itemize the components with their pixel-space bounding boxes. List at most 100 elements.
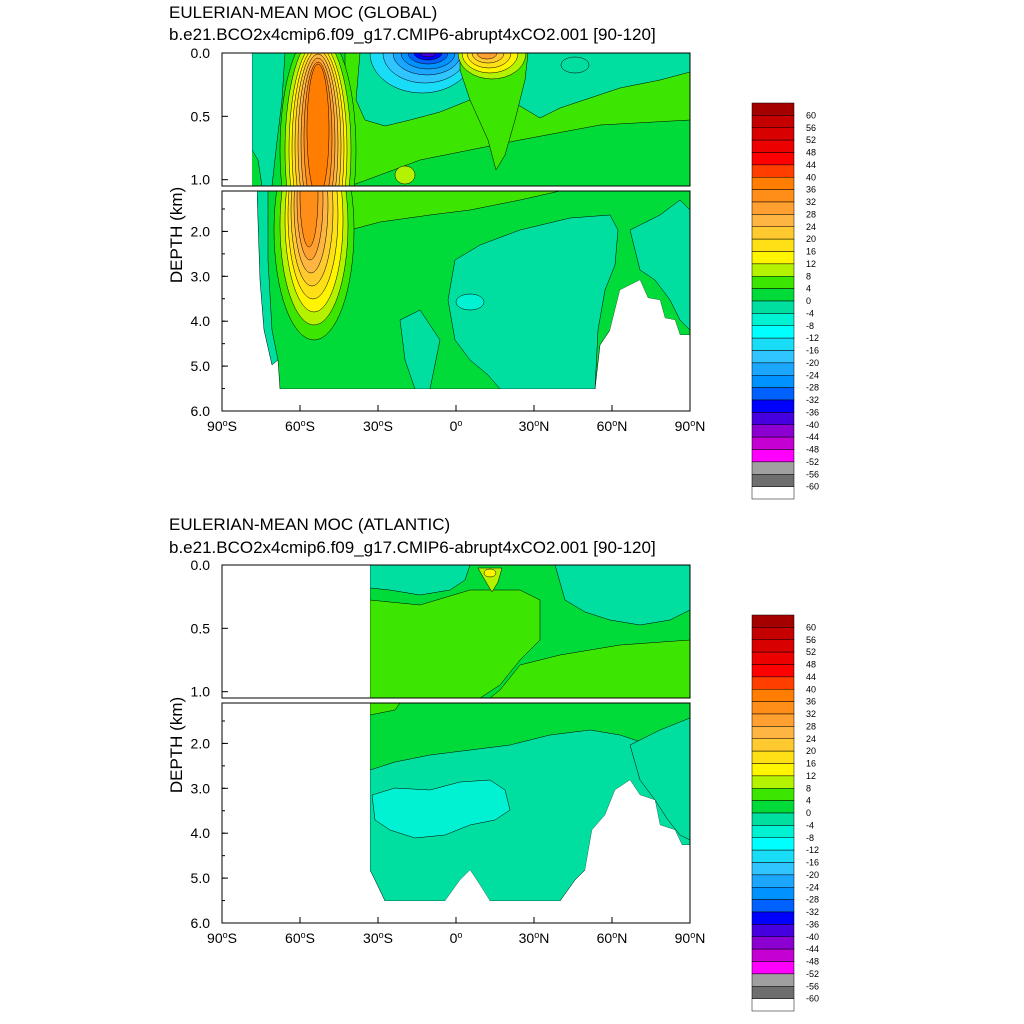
colorbar-swatch (751, 651, 795, 665)
colorbar-swatch (751, 375, 795, 388)
global-upper-frame (221, 52, 691, 187)
colorbar-label: -12 (806, 333, 819, 343)
colorbar-swatch (751, 177, 795, 190)
colorbar-label: 56 (806, 123, 816, 133)
atlantic-ylabel: DEPTH (km) (167, 697, 186, 793)
global-upper-panel (251, 53, 690, 186)
atlantic-ytick-label: 2.0 (191, 735, 211, 751)
global-lower-southern-teal (256, 191, 279, 366)
global-xtick-label: 30oS (363, 418, 393, 434)
atlantic-xtick-label: 30oS (363, 930, 393, 946)
atl-upper-lightgreen-interior (369, 589, 541, 698)
colorbar-swatch (751, 713, 795, 727)
atlantic-lower-bottom-land (370, 901, 690, 923)
colorbar-swatch (751, 164, 795, 178)
colorbar-swatch (751, 139, 795, 153)
atlantic-ytick-label: 5.0 (191, 870, 211, 886)
atlantic-xtick-label: 30oN (519, 930, 550, 946)
atlantic-ytick-label: 3.0 (191, 780, 211, 796)
colorbar-label: 48 (806, 148, 816, 158)
colorbar-label: 44 (806, 160, 816, 170)
colorbar-swatch (751, 214, 795, 227)
colorbar-swatch (751, 924, 795, 937)
atl-upper-teal-surface (369, 565, 471, 596)
so-cell-ring-9 (306, 63, 330, 186)
colorbar-swatch (751, 961, 795, 975)
colorbar-swatch (751, 251, 795, 265)
colorbar-label: -56 (806, 469, 819, 479)
atlantic-upper-frame (221, 564, 691, 699)
colorbar-swatch (751, 738, 795, 752)
colorbar-label: -32 (806, 907, 819, 917)
colorbar-swatch (751, 948, 795, 962)
colorbar-swatch (751, 639, 795, 653)
colorbar-label: -12 (806, 845, 819, 855)
global-lower-arctic-land (600, 280, 690, 389)
global-lower-land-south (222, 191, 257, 411)
global-ytick-label: 5.0 (191, 358, 211, 374)
colorbar-label: 12 (806, 259, 816, 269)
global-colorbar: 60565248444036322824201612840-4-8-12-16-… (751, 102, 819, 500)
colorbar-label: -24 (806, 882, 819, 892)
global-xtick-label: 0o (450, 418, 463, 434)
colorbar-label: 24 (806, 222, 816, 232)
atlantic-upper-panel (369, 565, 690, 698)
colorbar-label: -48 (806, 445, 819, 455)
colorbar-label: 0 (806, 296, 811, 306)
global-lower-cyan-patch (455, 293, 485, 311)
colorbar-label: 40 (806, 684, 816, 694)
colorbar-label: 60 (806, 622, 816, 632)
colorbar-swatch (751, 998, 795, 1012)
colorbar-swatch (751, 387, 795, 401)
global-ytick-label: 3.0 (191, 268, 211, 284)
colorbar-label: 20 (806, 234, 816, 244)
colorbar-swatch (751, 337, 795, 351)
atlantic-ytick-label: 6.0 (191, 915, 211, 931)
colorbar-swatch (751, 627, 795, 640)
atlantic-xtick-label: 0o (450, 930, 463, 946)
colorbar-label: -20 (806, 870, 819, 880)
colorbar-swatch (751, 226, 795, 240)
global-ytick-label: 6.0 (191, 403, 211, 419)
chart-title-atlantic: EULERIAN-MEAN MOC (ATLANTIC) (169, 515, 451, 534)
colorbar-swatch (751, 474, 795, 487)
atlantic-ytick-label: 4.0 (191, 825, 211, 841)
colorbar-swatch (751, 362, 795, 376)
global-xtick-label: 90oN (675, 418, 706, 434)
colorbar-label: 52 (806, 647, 816, 657)
global-lower-panel (256, 191, 690, 390)
colorbar-swatch (751, 788, 795, 801)
atlantic-xtick-label: 60oS (285, 930, 315, 946)
colorbar-label: 4 (806, 284, 811, 294)
trop-pos-ring-5 (476, 53, 498, 60)
colorbar-label: 24 (806, 734, 816, 744)
global-lower-bottom-land (222, 389, 690, 411)
atl-upper-arctic-teal (554, 565, 690, 626)
colorbar-label: -60 (806, 994, 819, 1004)
colorbar-label: -40 (806, 420, 819, 430)
colorbar-label: -20 (806, 358, 819, 368)
chart-subtitle-global: b.e21.BCO2x4cmip6.f09_g17.CMIP6-abrupt4x… (169, 25, 656, 44)
colorbar-label: 44 (806, 672, 816, 682)
colorbar-swatch (751, 887, 795, 900)
colorbar-label: -56 (806, 981, 819, 991)
global-upper-lightgreen-patch (394, 165, 416, 185)
colorbar-label: -28 (806, 895, 819, 905)
colorbar-swatch (751, 127, 795, 141)
global-xtick-label: 90oS (207, 418, 237, 434)
atlantic-ytick-label: 1.0 (191, 684, 211, 700)
colorbar-label: 8 (806, 783, 811, 793)
colorbar-swatch (751, 449, 795, 463)
colorbar-label: -36 (806, 919, 819, 929)
atlantic-xtick-label: 90oS (207, 930, 237, 946)
colorbar-label: 56 (806, 635, 816, 645)
colorbar-label: 60 (806, 110, 816, 120)
global-ylabel: DEPTH (km) (167, 187, 186, 283)
colorbar-label: 8 (806, 271, 811, 281)
axis-ticks (221, 52, 691, 924)
global-ytick-label: 0.0 (191, 45, 211, 61)
colorbar-swatch (751, 276, 795, 289)
atlantic-upper-land (222, 565, 370, 698)
colorbar-swatch (751, 325, 795, 339)
colorbar-swatch (751, 689, 795, 702)
